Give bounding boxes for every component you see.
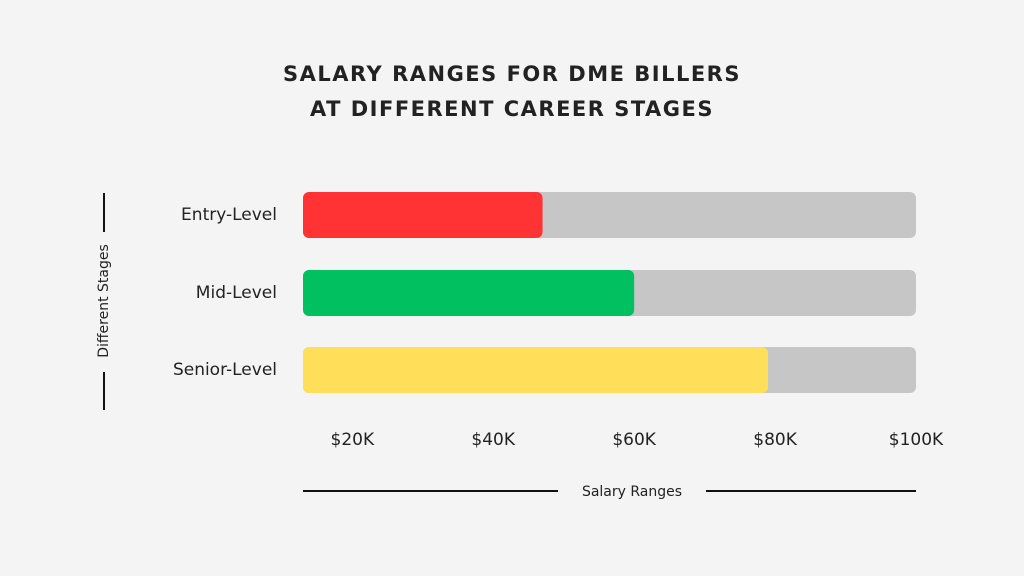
x-tick-label: $100K bbox=[889, 430, 944, 450]
x-axis-title: Salary Ranges bbox=[582, 484, 682, 500]
chart-title: SALARY RANGES FOR DME BILLERS bbox=[283, 62, 741, 86]
x-tick-label: $60K bbox=[612, 430, 656, 450]
x-tick-label: $80K bbox=[753, 430, 797, 450]
chart-title: AT DIFFERENT CAREER STAGES bbox=[310, 97, 714, 121]
y-tick-label: Mid-Level bbox=[196, 283, 277, 303]
y-tick-label: Entry-Level bbox=[181, 205, 277, 225]
y-tick-label: Senior-Level bbox=[173, 360, 277, 380]
x-tick-label: $40K bbox=[471, 430, 515, 450]
bar bbox=[303, 270, 635, 316]
bar bbox=[303, 192, 543, 238]
y-axis-title: Different Stages bbox=[96, 244, 112, 358]
bar bbox=[303, 347, 769, 393]
x-tick-label: $20K bbox=[331, 430, 375, 450]
